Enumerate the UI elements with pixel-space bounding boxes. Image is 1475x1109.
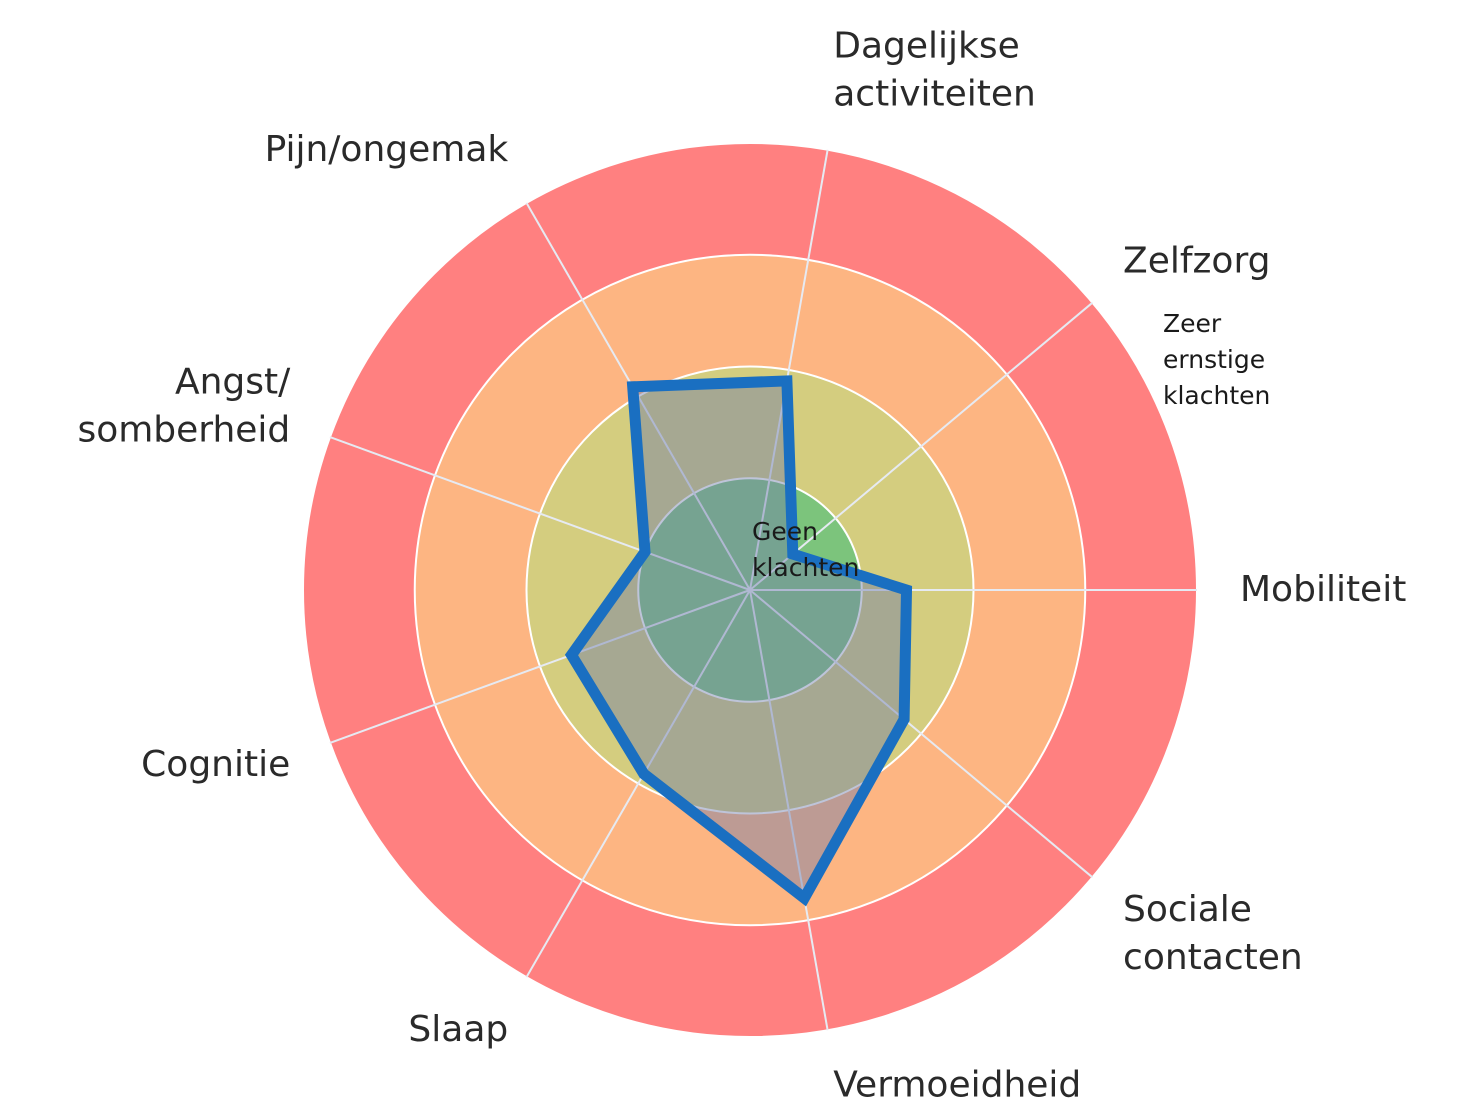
axis-label: Slaap — [408, 1008, 509, 1050]
axis-label: Mobiliteit — [1240, 569, 1407, 610]
spoke — [749, 149, 829, 591]
axis-label: Sociale contacten — [1123, 888, 1303, 978]
axis-label: Vermoeidheid — [833, 1064, 1082, 1106]
axis-label: Pijn/ongemak — [264, 129, 509, 171]
axis-label: Zelfzorg — [1123, 240, 1271, 282]
spoke — [749, 589, 1094, 879]
spoke — [329, 589, 751, 744]
radar-line — [564, 375, 913, 907]
axis-label: Dagelijkse activiteiten — [833, 25, 1036, 115]
axis-label: Cognitie — [141, 744, 291, 786]
spoke — [525, 589, 751, 978]
ring-label: Geen klachten — [752, 517, 860, 582]
spoke — [749, 589, 829, 1031]
axis-label: Angst/ somberheid — [77, 361, 291, 451]
spoke — [749, 301, 1094, 591]
spoke — [329, 436, 751, 591]
ring-label: Zeer ernstige klachten — [1163, 309, 1271, 410]
